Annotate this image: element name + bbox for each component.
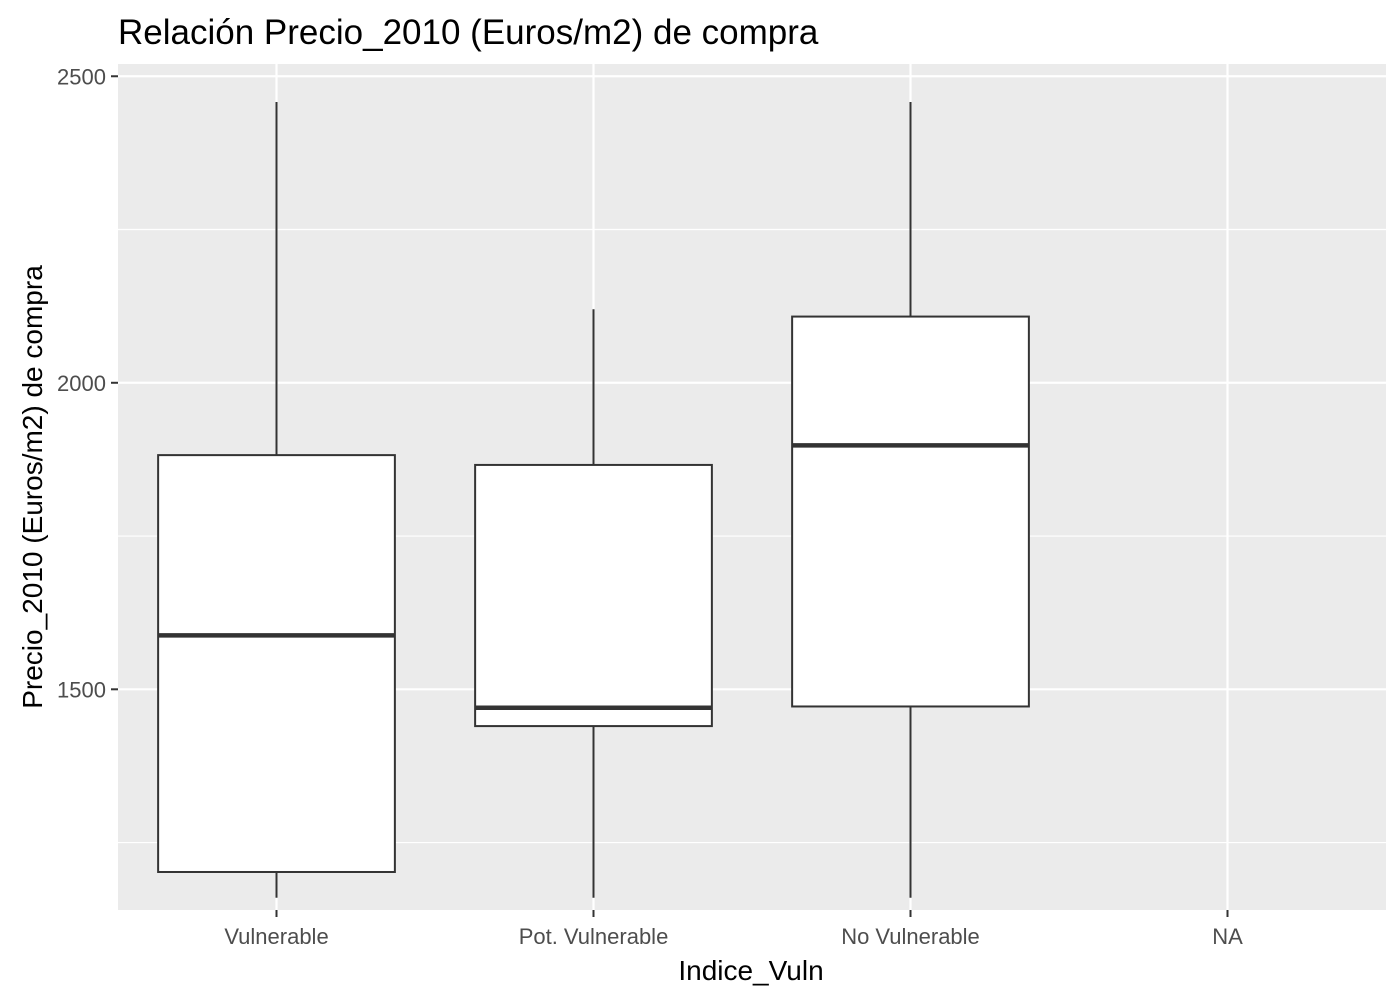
y-tick-label: 2000: [57, 371, 106, 396]
box-body: [474, 463, 713, 728]
y-axis: 1500 2000 2500: [57, 64, 118, 702]
x-axis: Vulnerable Pot. Vulnerable No Vulnerable NA: [224, 910, 1243, 949]
y-tick-label: 2500: [57, 64, 106, 89]
box-no-vulnerable: [791, 102, 1030, 898]
box-body: [157, 454, 396, 873]
x-tick-label: Vulnerable: [224, 924, 328, 949]
boxes-layer: [157, 102, 1030, 898]
y-tick-label: 1500: [57, 677, 106, 702]
box-body: [791, 315, 1030, 708]
x-tick-label: No Vulnerable: [841, 924, 980, 949]
x-axis-title: Indice_Vuln: [678, 955, 823, 986]
x-tick-label: NA: [1212, 924, 1243, 949]
y-axis-title: Precio_2010 (Euros/m2) de compra: [17, 265, 48, 709]
x-tick-label: Pot. Vulnerable: [519, 924, 669, 949]
chart-title: Relación Precio_2010 (Euros/m2) de compr…: [118, 13, 819, 52]
box-pot-vulnerable: [474, 309, 713, 898]
box-vulnerable: [157, 102, 396, 898]
